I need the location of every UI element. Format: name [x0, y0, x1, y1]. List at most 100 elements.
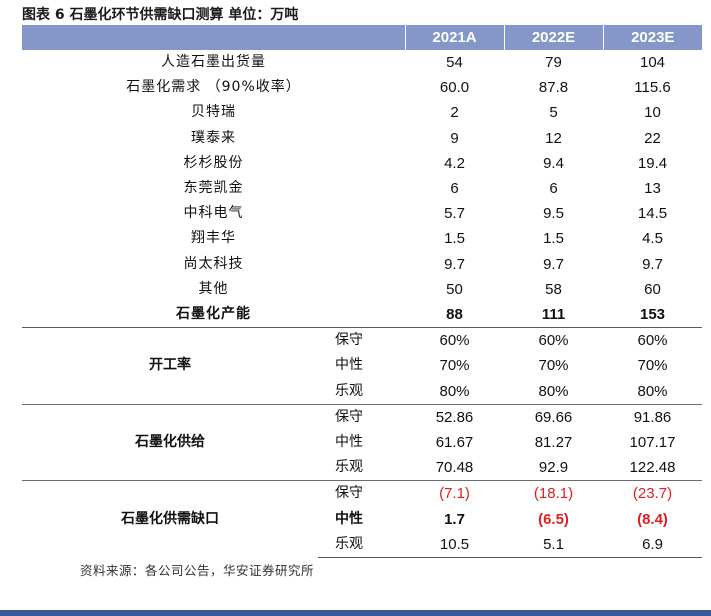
- cell: (7.1): [405, 480, 504, 507]
- scenario-label: 中性: [335, 510, 363, 527]
- table-row: 尚太科技 9.7 9.7 9.7: [22, 252, 702, 277]
- table-row: 东莞凯金 6 6 13: [22, 176, 702, 201]
- cell: 60.0: [439, 79, 470, 97]
- table-caption: 图表 6 石墨化环节供需缺口测算 单位：万吨: [22, 7, 299, 23]
- cell: 111: [541, 306, 566, 324]
- row-label: 杉杉股份: [183, 154, 244, 171]
- cell: 5.7: [444, 205, 465, 223]
- cell: 19.4: [637, 154, 668, 172]
- row-label: 其他: [198, 280, 229, 297]
- table-row: 贝特瑞 2 5 10: [22, 100, 702, 125]
- table-row: 石墨化需求 （90%收率） 60.0 87.8 115.6: [22, 75, 702, 100]
- header-row: 2021A 2022E 2023E: [22, 25, 702, 50]
- cell: 80%: [439, 382, 470, 400]
- cell: 91.86: [603, 403, 702, 431]
- cell: 50: [446, 280, 463, 298]
- cell: 69.66: [504, 403, 603, 431]
- cell: 4.5: [642, 230, 663, 248]
- header-2022e: 2022E: [503, 25, 603, 50]
- cell: 1.5: [444, 230, 465, 248]
- table-row: 翔丰华 1.5 1.5 4.5: [22, 226, 702, 251]
- cell: 70%: [538, 357, 569, 375]
- cell: 1.5: [543, 230, 564, 248]
- cell: (23.7): [603, 480, 702, 507]
- cell: 60%: [504, 327, 603, 354]
- scenario-label: 保守: [318, 327, 405, 354]
- cell: 87.8: [538, 79, 569, 97]
- cell: 81.27: [534, 434, 573, 452]
- cell: 10.5: [405, 531, 504, 559]
- cell: 12: [545, 129, 562, 147]
- scenario-label: 中性: [335, 434, 363, 451]
- cell: 104: [639, 54, 666, 71]
- scenario-label: 乐观: [335, 459, 363, 476]
- cell: (8.4): [637, 510, 668, 528]
- cell: 6: [549, 180, 558, 198]
- cell: 13: [644, 180, 661, 198]
- row-label: 璞泰来: [191, 129, 236, 146]
- table-row: 中性 1.7 (6.5) (8.4): [22, 507, 702, 532]
- scenario-label: 中性: [335, 357, 363, 374]
- cell: 2: [450, 104, 459, 122]
- row-label: 尚太科技: [183, 255, 244, 272]
- cell: 9.5: [543, 205, 564, 223]
- cell: 6: [450, 180, 459, 198]
- header-label-cell: [22, 25, 405, 50]
- cell: 14.5: [637, 205, 668, 223]
- cell: 9.7: [642, 255, 663, 273]
- cell: 153: [639, 306, 666, 324]
- scenario-label: 乐观: [335, 382, 363, 399]
- cell: 4.2: [444, 154, 465, 172]
- cell: 60%: [405, 327, 504, 354]
- header-2023e: 2023E: [602, 25, 702, 50]
- row-label: 贝特瑞: [191, 104, 236, 121]
- table-row: 乐观 70.48 92.9 122.48: [22, 455, 702, 481]
- cell: 22: [644, 129, 661, 147]
- table-row: 开工率 保守 60% 60% 60%: [22, 327, 702, 405]
- table-row: 乐观 80% 80% 80%: [22, 379, 702, 405]
- cell: 80%: [538, 382, 569, 400]
- cell: 61.67: [435, 434, 474, 452]
- table-row: 人造石墨出货量 54 79 104: [22, 50, 702, 75]
- table-row: 璞泰来 9 12 22: [22, 126, 702, 151]
- group-label-utilization: 开工率: [22, 327, 318, 405]
- cell: 60: [644, 280, 661, 298]
- table-row: 中科电气 5.7 9.5 14.5: [22, 201, 702, 226]
- table-row: 其他 50 58 60: [22, 277, 702, 302]
- supply-demand-table: 2021A 2022E 2023E 人造石墨出货量 54 79 104 石墨化需…: [22, 25, 702, 559]
- cell: 70%: [439, 357, 470, 375]
- table-row: 乐观 10.5 5.1 6.9: [22, 531, 702, 559]
- cell: 54: [446, 54, 463, 71]
- source-note: 资料来源：各公司公告，华安证券研究所: [80, 563, 315, 578]
- cell: 80%: [637, 382, 668, 400]
- cell: 79: [545, 54, 562, 71]
- cell: 115.6: [634, 79, 671, 97]
- scenario-label: 保守: [318, 403, 405, 431]
- cell: 70.48: [435, 459, 474, 477]
- scenario-label: 保守: [318, 480, 405, 507]
- cell: 107.17: [629, 434, 676, 452]
- row-label: 石墨化需求 （90%收率）: [126, 79, 301, 96]
- table-row: 中性 70% 70% 70%: [22, 353, 702, 378]
- cell: 92.9: [538, 459, 569, 477]
- cell: 70%: [637, 357, 668, 375]
- cell: 1.7: [444, 510, 465, 528]
- table-row: 石墨化供给 保守 52.86 69.66 91.86: [22, 403, 702, 481]
- cell: 9.4: [543, 154, 564, 172]
- header-2021a: 2021A: [404, 25, 504, 50]
- cell: 5: [549, 104, 558, 122]
- table-row: 中性 61.67 81.27 107.17: [22, 430, 702, 455]
- cell: 88: [446, 306, 463, 324]
- group-label-gap: 石墨化供需缺口: [22, 480, 318, 558]
- cell: 9.7: [444, 255, 465, 273]
- row-label: 翔丰华: [191, 230, 236, 247]
- footer-bar: [0, 610, 711, 616]
- row-label: 东莞凯金: [183, 180, 244, 197]
- scenario-label: 乐观: [318, 531, 405, 559]
- cell: (18.1): [504, 480, 603, 507]
- row-label: 人造石墨出货量: [161, 54, 266, 70]
- cell: 9: [450, 129, 459, 147]
- cell: 10: [644, 104, 661, 122]
- cell: 9.7: [543, 255, 564, 273]
- table-row: 石墨化供需缺口 保守 (7.1) (18.1) (23.7): [22, 480, 702, 558]
